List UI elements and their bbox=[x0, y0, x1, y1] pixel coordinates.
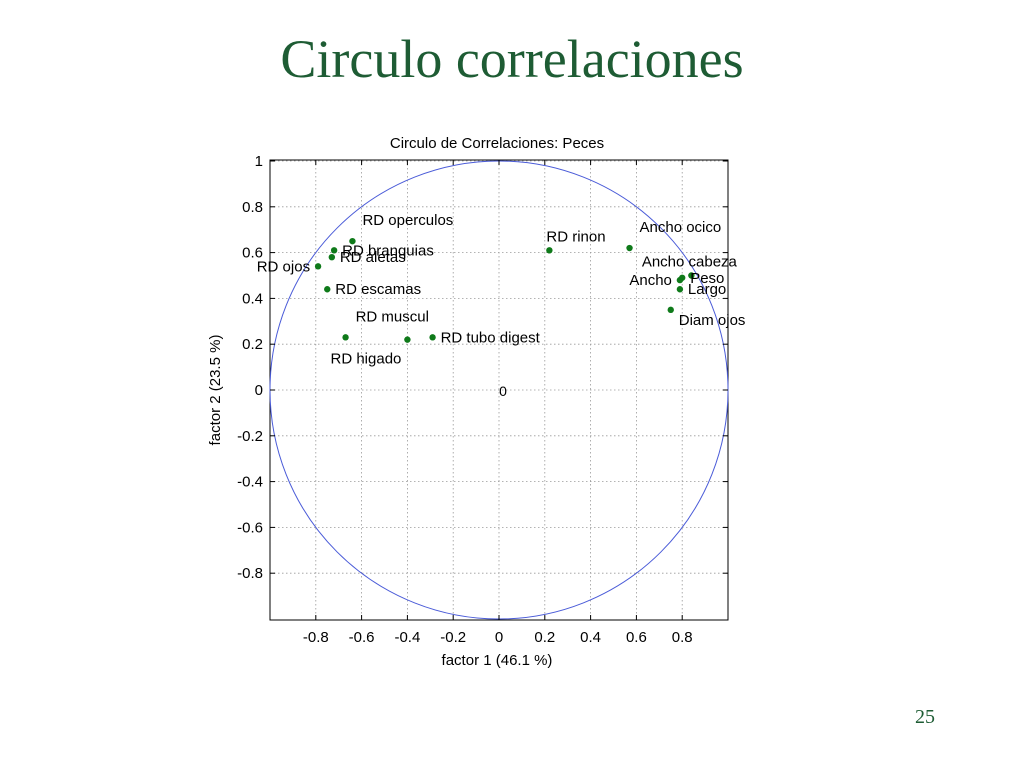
data-point bbox=[342, 334, 349, 341]
data-point bbox=[688, 272, 695, 279]
data-point-label: RD muscul bbox=[356, 308, 429, 325]
data-point-label: RD tubo digest bbox=[441, 329, 541, 346]
y-tick-label: 0.8 bbox=[242, 199, 263, 216]
y-tick-label: 1 bbox=[255, 153, 263, 170]
data-point bbox=[546, 247, 553, 254]
y-tick-label: 0 bbox=[255, 382, 263, 399]
page-number: 25 bbox=[915, 706, 935, 728]
x-tick-label: 0.8 bbox=[672, 629, 693, 646]
data-point bbox=[349, 237, 356, 245]
x-tick-label: 0.4 bbox=[580, 629, 601, 646]
data-point bbox=[330, 247, 338, 254]
origin-label: 0 bbox=[499, 383, 507, 399]
data-point bbox=[676, 276, 684, 284]
data-point-label: RD aletas bbox=[340, 249, 406, 266]
data-point-label: RD ojos bbox=[257, 258, 310, 275]
x-tick-label: -0.4 bbox=[394, 629, 420, 646]
slide-title: Circulo correlaciones bbox=[280, 29, 744, 89]
data-point-label: Peso bbox=[690, 270, 724, 287]
data-point-label: Diam ojos bbox=[679, 312, 746, 329]
x-tick-label: 0 bbox=[495, 629, 503, 646]
x-tick-label: 0.2 bbox=[534, 629, 555, 646]
data-point-label: Ancho ocico bbox=[640, 219, 722, 236]
y-tick-label: -0.6 bbox=[237, 519, 263, 536]
data-point bbox=[667, 306, 674, 314]
data-point-label: RD branquias bbox=[342, 242, 434, 259]
data-point-label: RD operculos bbox=[362, 212, 453, 229]
y-tick-label: -0.8 bbox=[237, 565, 263, 582]
x-axis-label: factor 1 (46.1 %) bbox=[442, 652, 553, 669]
data-point bbox=[676, 286, 684, 293]
y-tick-label: 0.6 bbox=[242, 245, 263, 262]
data-point bbox=[626, 244, 633, 252]
y-tick-label: 0.4 bbox=[242, 290, 263, 307]
chart-title: Circulo de Correlaciones: Peces bbox=[390, 135, 604, 152]
data-point-label: Ancho bbox=[629, 272, 672, 289]
data-point bbox=[404, 336, 411, 343]
x-tick-label: 0.6 bbox=[626, 629, 647, 646]
data-point bbox=[314, 263, 322, 270]
data-point-label: RD rinon bbox=[546, 228, 605, 245]
y-tick-label: -0.4 bbox=[237, 474, 263, 491]
y-axis-label: factor 2 (23.5 %) bbox=[207, 335, 224, 446]
data-point bbox=[429, 334, 436, 341]
x-tick-label: -0.8 bbox=[303, 629, 329, 646]
data-point-label: RD escamas bbox=[335, 281, 421, 298]
data-point-label: Ancho cabeza bbox=[642, 254, 738, 271]
data-point bbox=[328, 253, 336, 261]
grid-layer bbox=[270, 160, 728, 620]
data-point-label: Largo bbox=[688, 281, 726, 298]
data-point-label: RD higado bbox=[331, 351, 402, 368]
x-tick-label: -0.6 bbox=[349, 629, 375, 646]
x-tick-label: -0.2 bbox=[440, 629, 466, 646]
y-tick-label: -0.2 bbox=[237, 428, 263, 445]
y-tick-label: 0.2 bbox=[242, 336, 263, 353]
data-point bbox=[324, 286, 331, 293]
tick-layer: -0.8 -0.6 -0.4 -0.2 0 0.2 0.4 0.6 0.8 1 0.8 0.6 0.4 0… bbox=[237, 153, 728, 646]
